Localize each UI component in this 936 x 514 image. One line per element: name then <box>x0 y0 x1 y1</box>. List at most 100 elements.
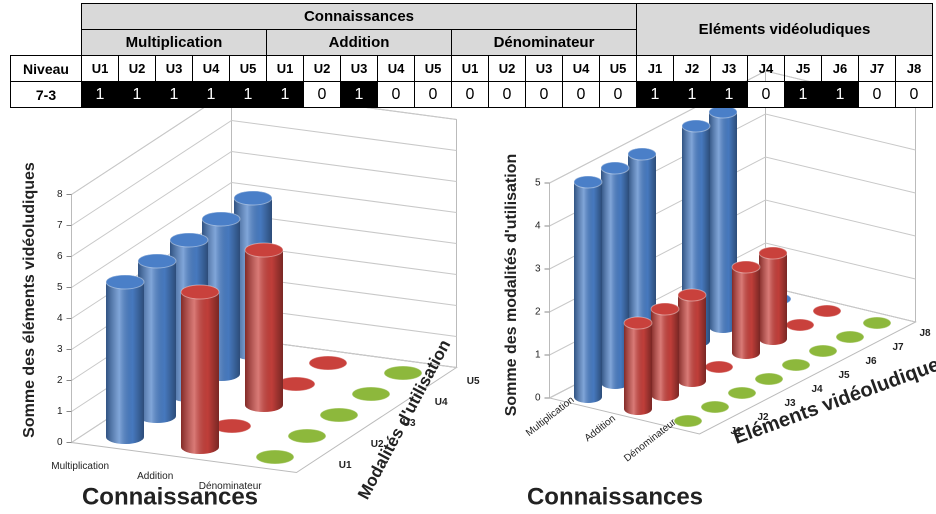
cell: 1 <box>784 81 822 108</box>
cell: 0 <box>303 81 341 108</box>
cell: 0 <box>451 81 489 108</box>
row-header: Niveau <box>10 55 82 82</box>
y-axis-title: Somme des modalités d'utilisation <box>503 154 520 417</box>
column-header: U1 <box>266 55 304 82</box>
cylinder-shading <box>138 254 176 423</box>
column-header: J8 <box>895 55 933 82</box>
y-tick-label: 8 <box>57 189 63 200</box>
cell: 1 <box>340 81 378 108</box>
cylinder-top <box>704 360 734 374</box>
cylinder-top <box>650 302 680 316</box>
column-header: U4 <box>192 55 230 82</box>
cylinder-shading <box>245 243 283 412</box>
x-tick-label: Multiplication <box>51 461 109 472</box>
column-header: J7 <box>858 55 896 82</box>
cylinder-top <box>623 316 653 330</box>
x-tick-label: Addition <box>137 471 173 482</box>
cylinder-top <box>383 365 423 381</box>
y-tick-label: 1 <box>57 406 63 417</box>
column-header: U4 <box>562 55 600 82</box>
column-header: U2 <box>303 55 341 82</box>
cylinder-shading <box>181 285 219 454</box>
depth-tick-label: J4 <box>812 384 824 395</box>
cell: 1 <box>81 81 119 108</box>
sub-header: Addition <box>266 29 452 56</box>
column-header: J3 <box>710 55 748 82</box>
cell: 1 <box>636 81 674 108</box>
cell: 0 <box>525 81 563 108</box>
depth-tick-label: U2 <box>371 439 384 450</box>
x-axis-title: Connaissances <box>82 483 258 510</box>
cell: 1 <box>821 81 859 108</box>
y-tick-label: 4 <box>57 313 63 324</box>
column-header: U2 <box>488 55 526 82</box>
x-tick-label: Addition <box>583 413 618 444</box>
y-tick-label: 3 <box>57 344 63 355</box>
cylinder-top <box>785 318 815 332</box>
blank <box>11 30 82 56</box>
depth-tick-label: U5 <box>467 376 480 387</box>
cylinder-top <box>808 344 838 358</box>
table-row: Connaissances Eléments vidéoludiques <box>11 3 933 56</box>
y-tick-label: 7 <box>57 220 63 231</box>
cylinder-shading <box>678 289 706 387</box>
cylinder-top <box>862 316 892 330</box>
grid-line <box>71 181 457 288</box>
cylinder-top <box>244 242 284 258</box>
y-tick-label: 2 <box>535 307 541 318</box>
cylinder-top <box>681 119 711 133</box>
depth-tick-label: U4 <box>435 397 448 408</box>
cell: 0 <box>858 81 896 108</box>
grid-line <box>71 150 457 257</box>
cylinder-top <box>180 284 220 300</box>
cylinder-top <box>627 147 657 161</box>
cylinder-top <box>255 449 295 465</box>
cylinder-top <box>781 358 811 372</box>
cell: 0 <box>599 81 637 108</box>
cylinder-top <box>835 330 865 344</box>
cell: 1 <box>266 81 304 108</box>
cylinder-top <box>287 428 327 444</box>
cylinder-top <box>573 175 603 189</box>
column-header: U5 <box>229 55 267 82</box>
cell: 1 <box>673 81 711 108</box>
y-tick-label: 0 <box>57 437 63 448</box>
column-header: J6 <box>821 55 859 82</box>
column-header: J4 <box>747 55 785 82</box>
y-tick-label: 5 <box>57 282 63 293</box>
cylinder-top <box>727 386 757 400</box>
cylinder-shading <box>651 303 679 401</box>
cell: 1 <box>710 81 748 108</box>
column-header: U3 <box>340 55 378 82</box>
column-header: U5 <box>414 55 452 82</box>
cylinder-top <box>731 260 761 274</box>
cell: 0 <box>562 81 600 108</box>
cylinder-top <box>137 253 177 269</box>
cylinder-top <box>233 190 273 206</box>
column-header: U5 <box>599 55 637 82</box>
table-row: Niveau U1 U2 U3 U4 U5 U1 U2 U3 U4 U5 U1 U2 U3 U4 U5 J1 J2… <box>10 55 933 82</box>
cylinder-top <box>600 161 630 175</box>
cylinder-shading <box>106 275 144 444</box>
cylinder-top <box>812 304 842 318</box>
depth-tick-label: J6 <box>866 356 878 367</box>
table-row: Multiplication Addition Dénominateur <box>11 29 933 56</box>
column-header: J5 <box>784 55 822 82</box>
cell: 0 <box>488 81 526 108</box>
y-tick-label: 5 <box>535 178 541 189</box>
depth-tick-label: J3 <box>785 398 797 409</box>
cylinder-top <box>201 211 241 227</box>
cylinder-top <box>169 232 209 248</box>
cell: 1 <box>192 81 230 108</box>
group-header: Connaissances <box>81 3 637 30</box>
cell: 0 <box>377 81 415 108</box>
depth-tick-label: J7 <box>893 342 905 353</box>
cylinder-shading <box>601 162 629 389</box>
cylinder-shading <box>709 106 737 333</box>
cell: 1 <box>155 81 193 108</box>
x-tick-label: Multiplication <box>524 395 576 439</box>
y-axis-title: Somme des éléments vidéoludiques <box>21 162 38 438</box>
cylinder-shading <box>624 317 652 415</box>
